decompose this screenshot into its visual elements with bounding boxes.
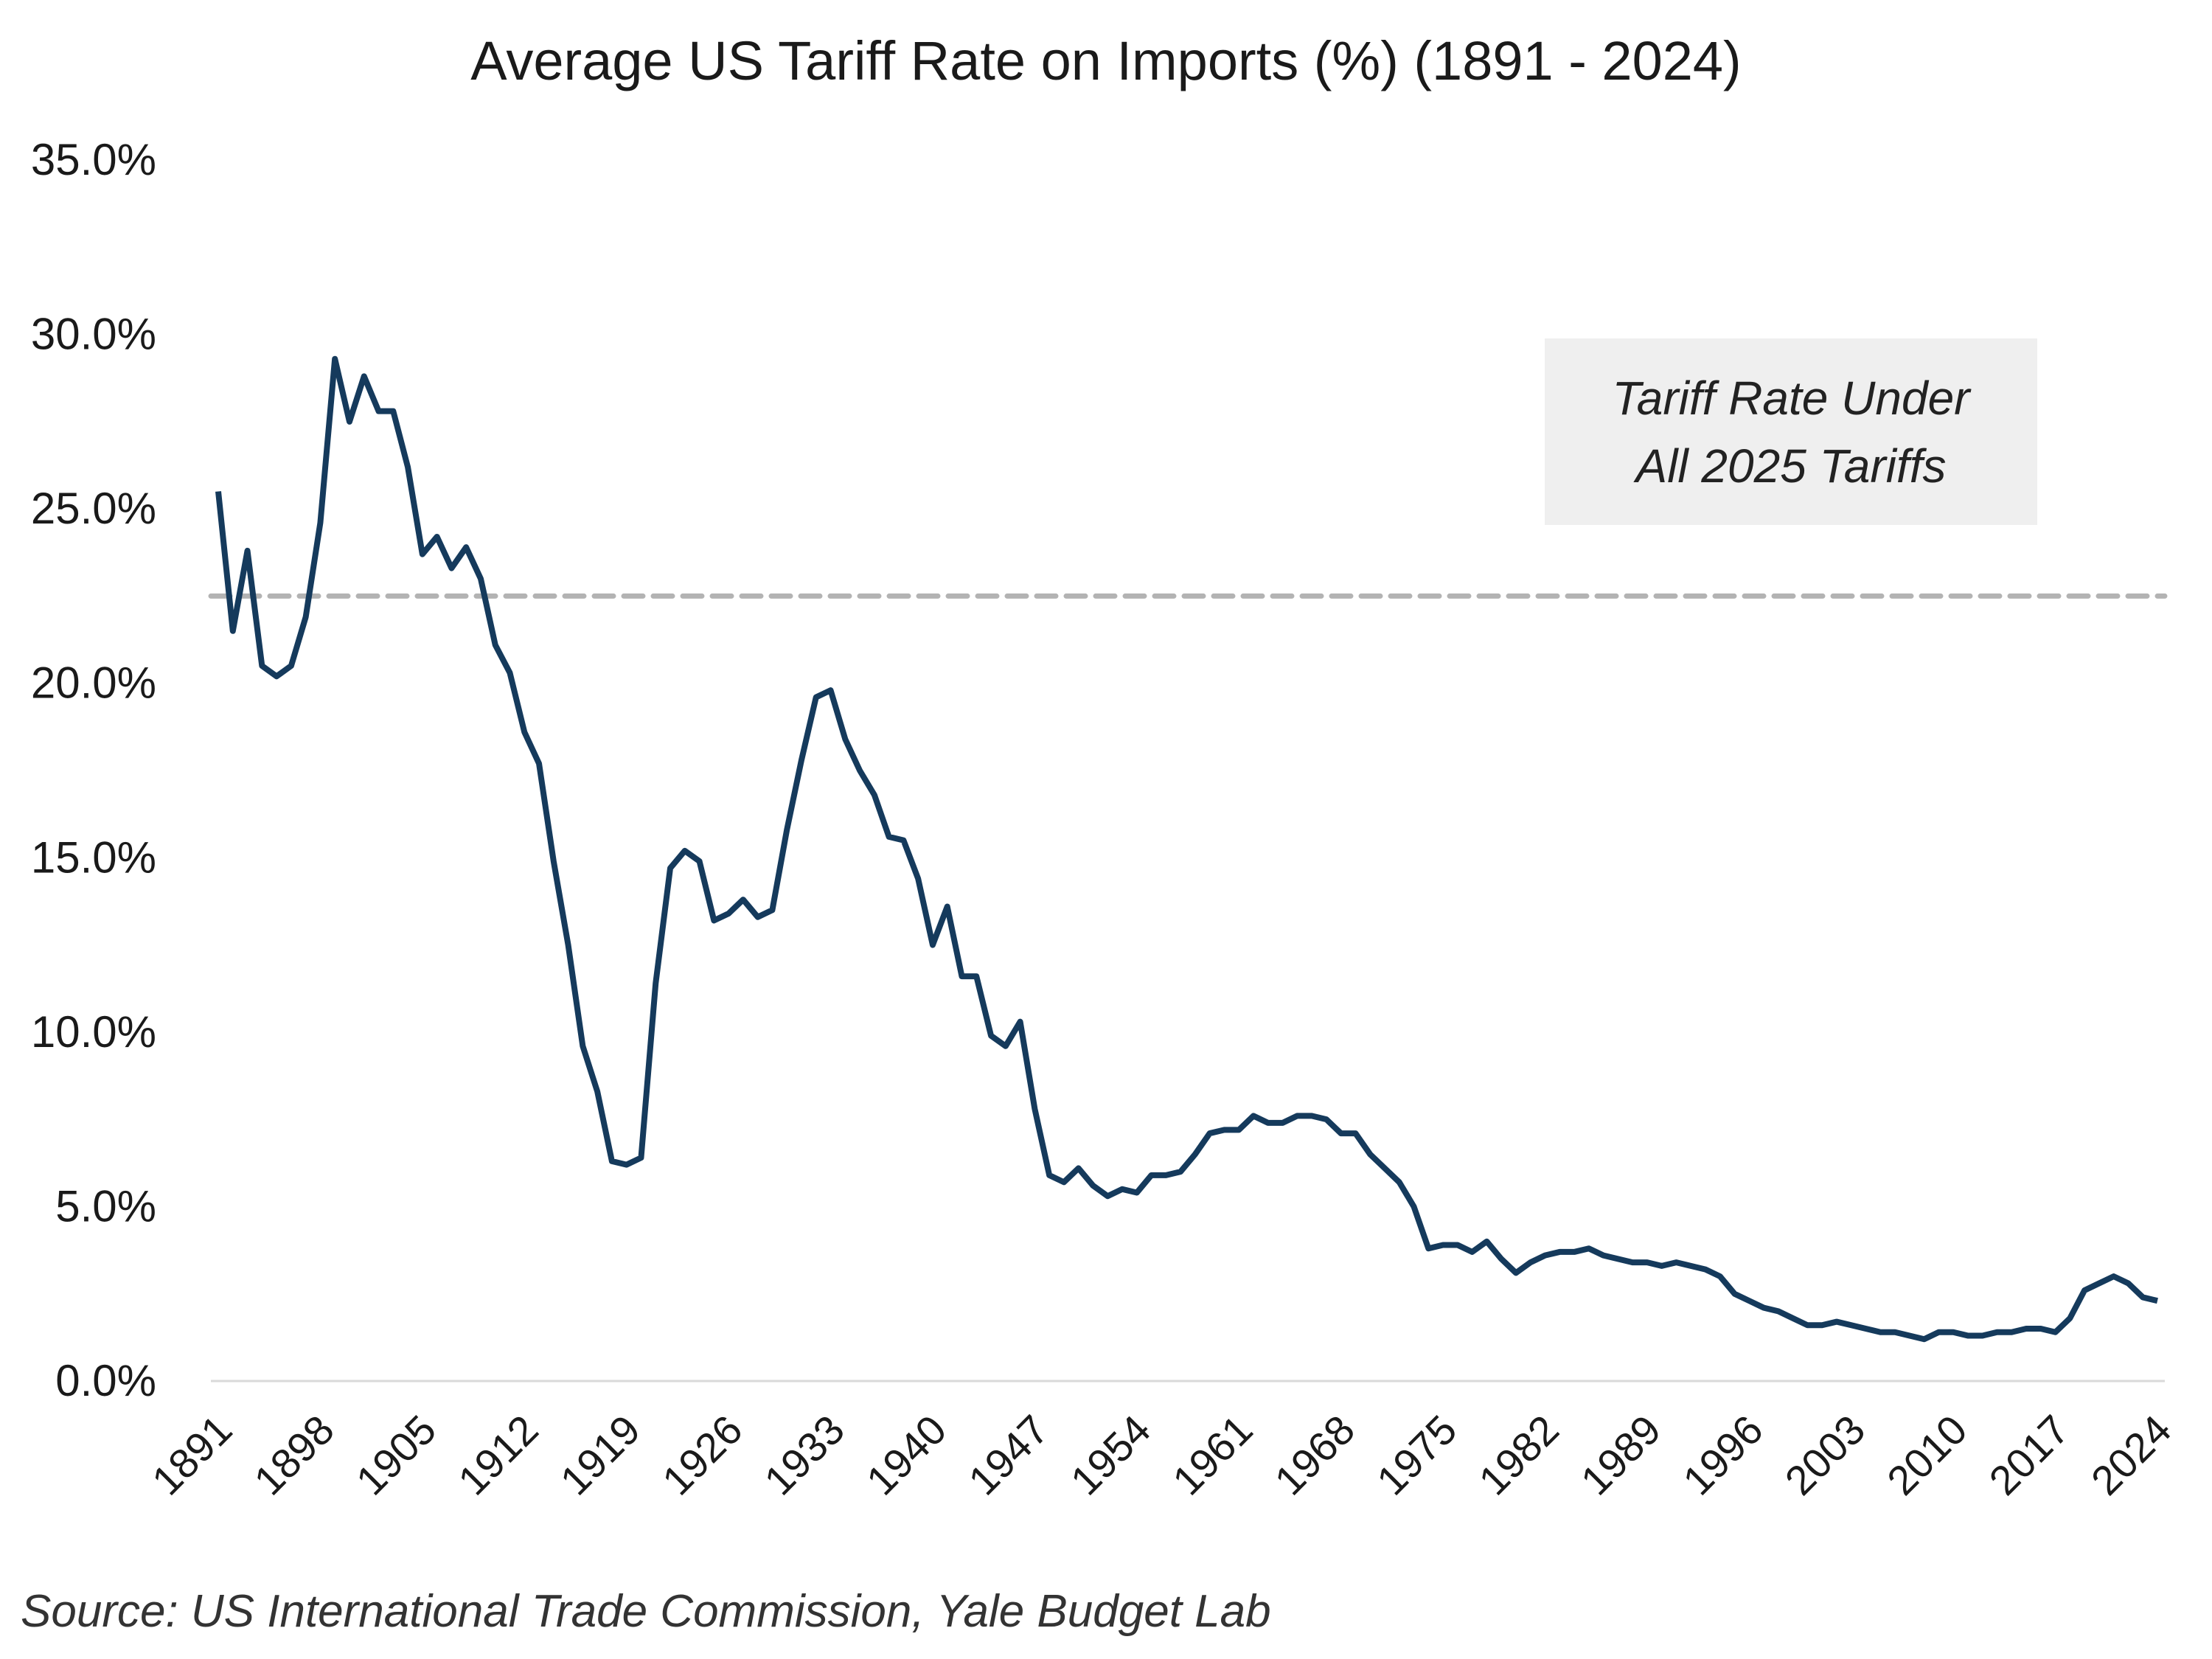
- x-tick-label: 1940: [858, 1406, 956, 1504]
- source-note: Source: US International Trade Commissio…: [21, 1586, 1271, 1637]
- x-tick-label: 1926: [653, 1406, 751, 1504]
- x-tick-label: 1982: [1470, 1406, 1568, 1504]
- x-tick-label: 1898: [245, 1406, 343, 1504]
- x-tick-label: 1947: [959, 1406, 1057, 1504]
- x-tick-label: 1912: [449, 1406, 547, 1504]
- annotation-line-1: Tariff Rate Under: [1612, 371, 1970, 425]
- x-tick-label: 1996: [1674, 1406, 1772, 1504]
- x-tick-label: 1975: [1368, 1406, 1466, 1504]
- x-tick-label: 1933: [755, 1406, 853, 1504]
- x-tick-label: 1954: [1062, 1406, 1160, 1504]
- x-tick-label: 1905: [347, 1406, 445, 1504]
- y-tick-label: 15.0%: [31, 832, 156, 882]
- annotation-box: Tariff Rate Under All 2025 Tariffs: [1545, 338, 2037, 525]
- y-tick-label: 20.0%: [31, 658, 156, 708]
- y-tick-label: 25.0%: [31, 484, 156, 533]
- annotation-line-2: All 2025 Tariffs: [1635, 439, 1947, 493]
- x-tick-label: 1961: [1164, 1406, 1262, 1504]
- x-tick-label: 2017: [1980, 1406, 2078, 1504]
- tariff-rate-line: [215, 355, 2158, 1343]
- x-tick-label: 2010: [1878, 1406, 1976, 1504]
- x-tick-label: 1968: [1265, 1406, 1363, 1504]
- x-tick-label: 1891: [143, 1406, 241, 1504]
- x-tick-label: 2003: [1776, 1406, 1874, 1504]
- y-tick-label: 10.0%: [31, 1007, 156, 1057]
- y-tick-label: 35.0%: [31, 135, 156, 184]
- x-tick-label: 1989: [1572, 1406, 1670, 1504]
- y-tick-label: 30.0%: [31, 310, 156, 359]
- y-tick-label: 5.0%: [55, 1181, 156, 1231]
- y-tick-label: 0.0%: [55, 1356, 156, 1405]
- chart-title: Average US Tariff Rate on Imports (%) (1…: [470, 30, 1742, 91]
- x-tick-label: 2024: [2082, 1406, 2180, 1504]
- x-tick-label: 1919: [552, 1406, 650, 1504]
